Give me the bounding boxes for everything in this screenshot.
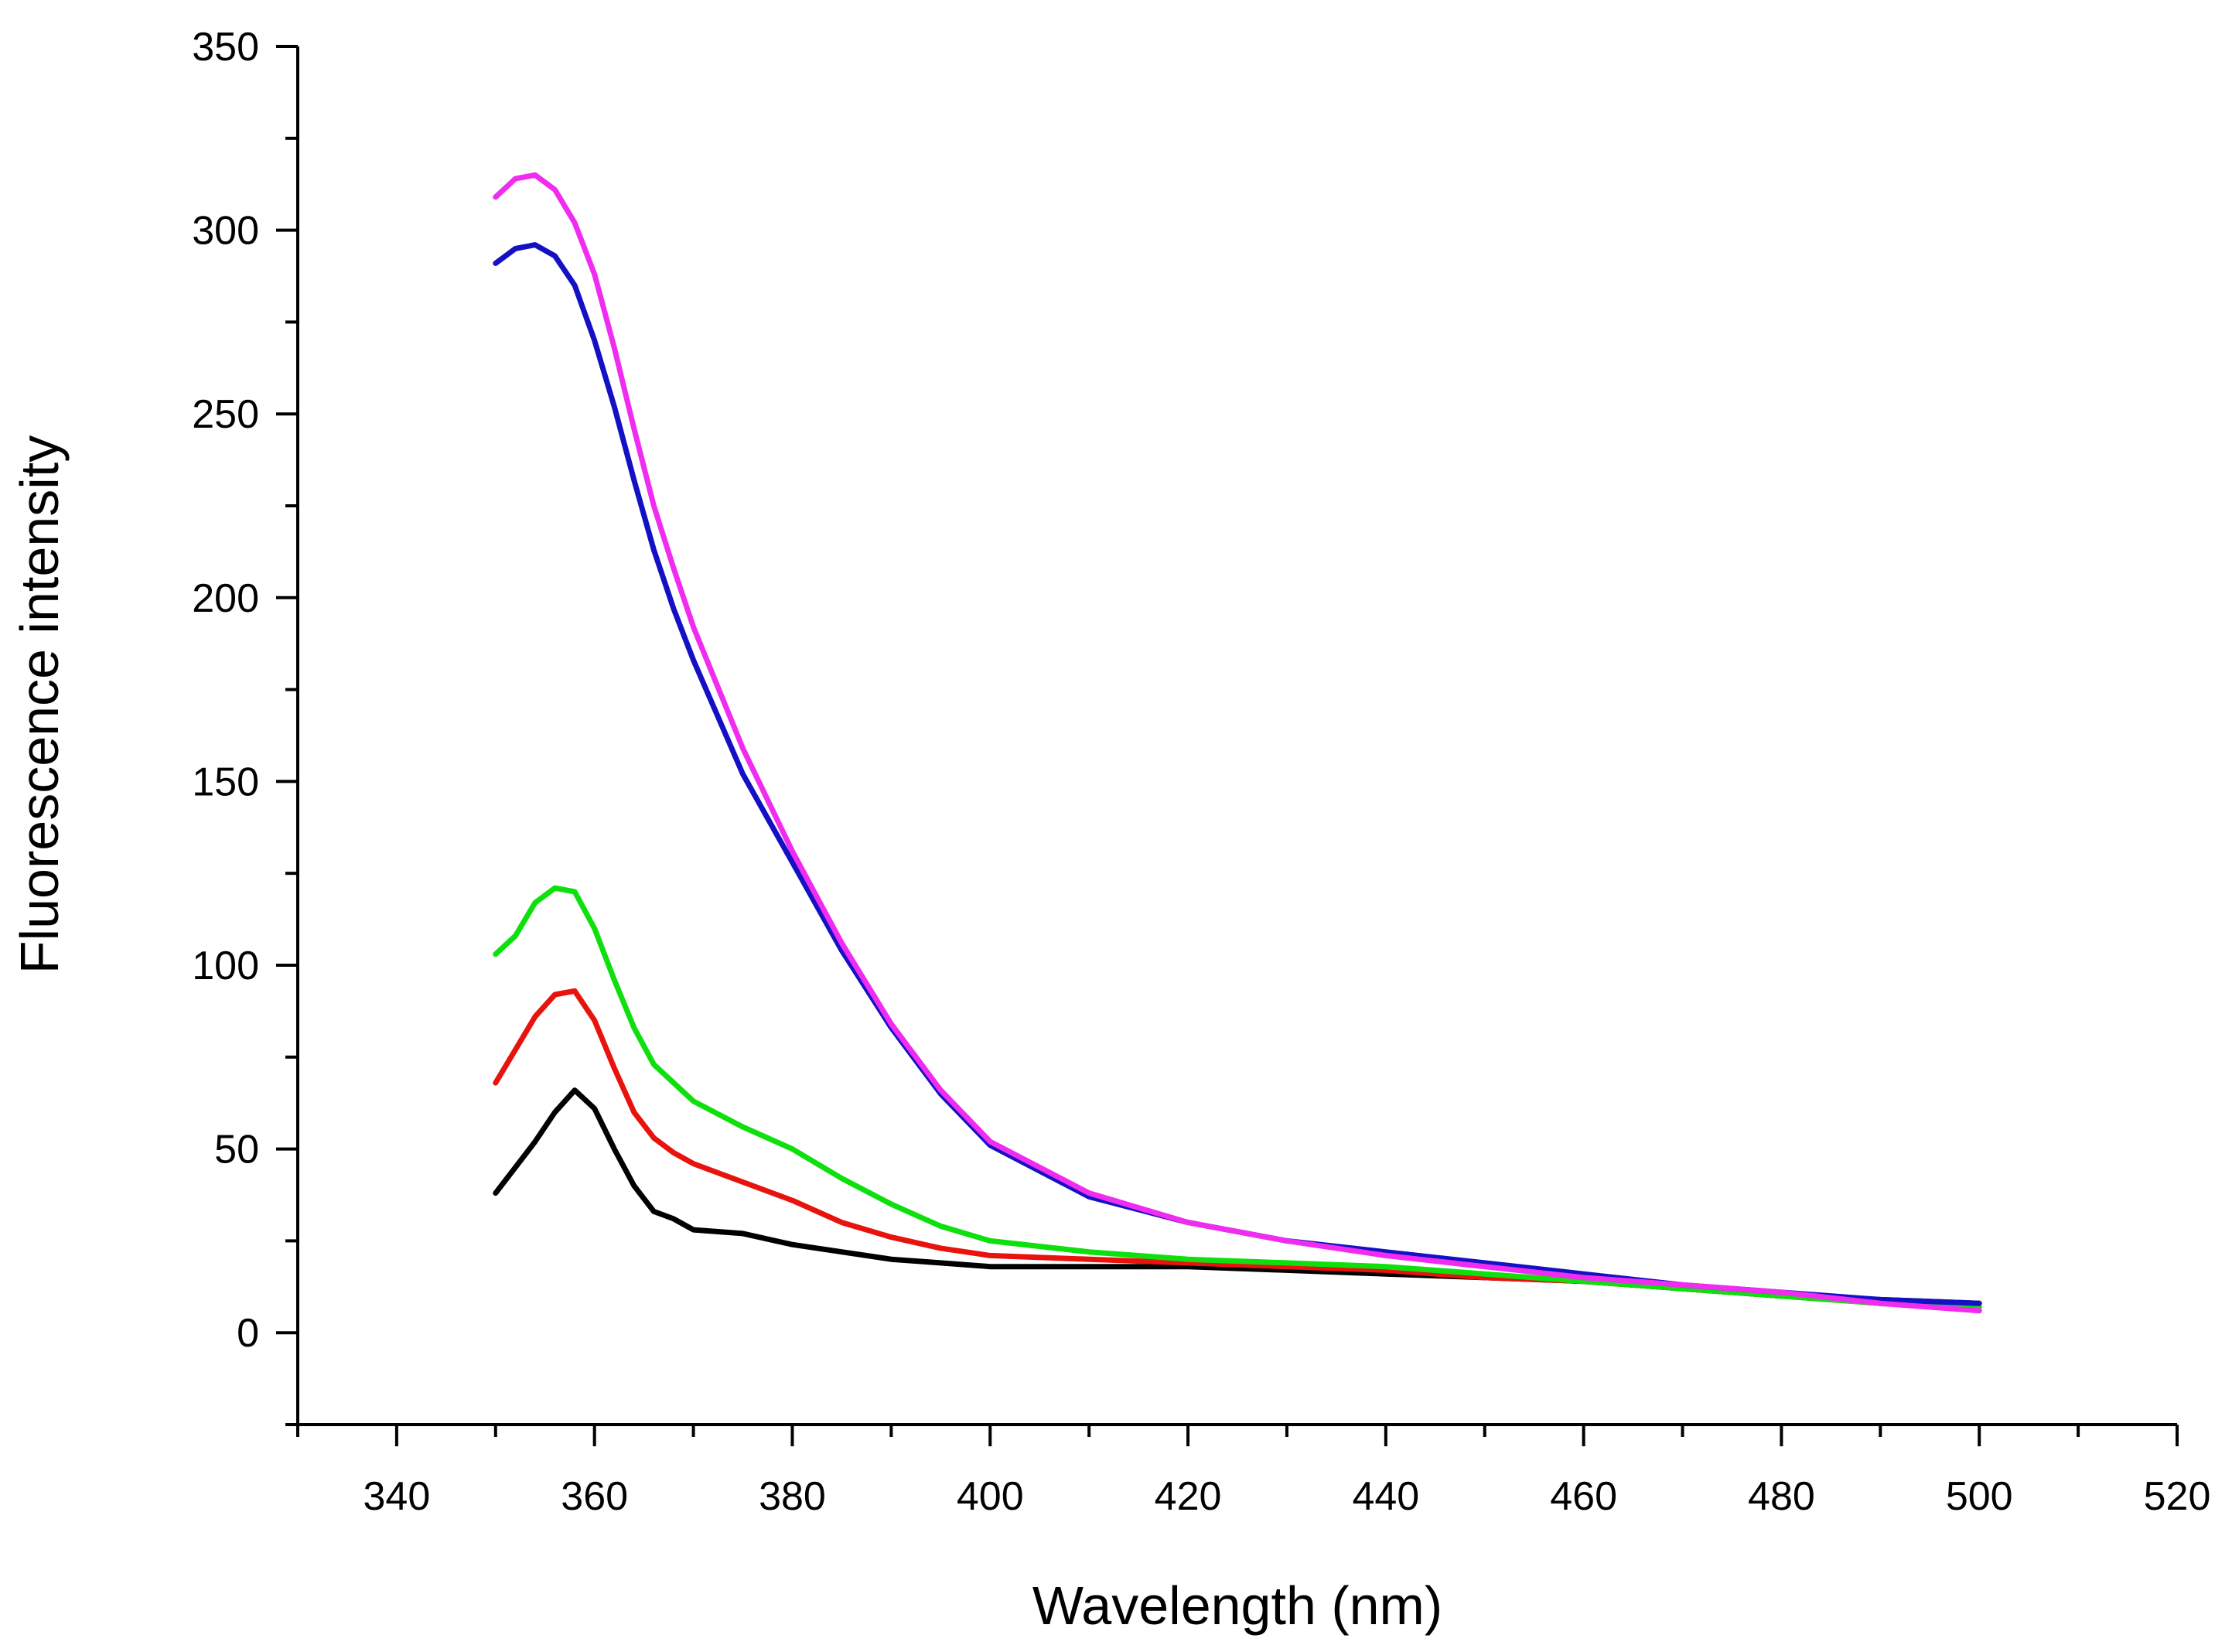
x-tick-label: 420: [1155, 1474, 1222, 1519]
series-line-magenta: [493, 172, 1982, 1314]
x-tick-label: 500: [1946, 1474, 2013, 1519]
series-line-green: [493, 885, 1982, 1310]
x-tick-label: 360: [561, 1474, 628, 1519]
series-line-blue: [493, 242, 1982, 1306]
x-tick-label: 480: [1748, 1474, 1815, 1519]
series-layer: [493, 172, 1982, 1314]
y-tick-label: 100: [192, 944, 259, 988]
x-axis-title: Wavelength (nm): [1032, 1575, 1442, 1636]
x-tick-label: 440: [1352, 1474, 1419, 1519]
x-tick-label: 460: [1550, 1474, 1617, 1519]
x-tick-label: 520: [2144, 1474, 2211, 1519]
y-tick-label: 250: [192, 392, 259, 437]
y-axis-ticks: 0 50 100 150 200 250 300 350: [192, 25, 298, 1426]
x-axis-ticks: 340 360 380 400 420 440 460 480 500 520: [296, 1425, 2211, 1519]
y-tick-label: 50: [214, 1128, 259, 1172]
y-axis-title: Fluorescence intensity: [9, 435, 70, 974]
y-tick-label: 300: [192, 209, 259, 254]
x-tick-label: 380: [759, 1474, 826, 1519]
y-tick-label: 150: [192, 759, 259, 804]
x-tick-label: 340: [363, 1474, 431, 1519]
y-tick-label: 200: [192, 576, 259, 621]
y-tick-label: 0: [237, 1311, 259, 1356]
y-tick-label: 350: [192, 25, 259, 70]
x-tick-label: 400: [957, 1474, 1024, 1519]
